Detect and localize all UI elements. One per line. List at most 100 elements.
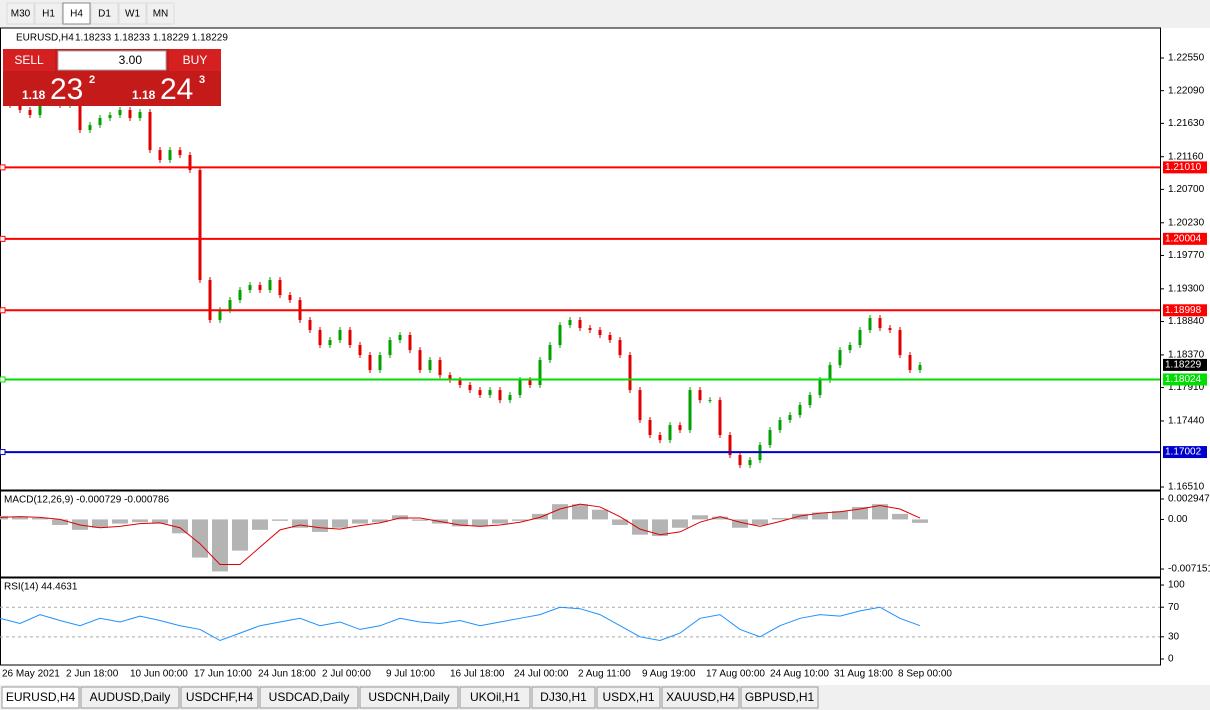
signal-line [0,503,921,566]
tab[interactable] [180,686,259,709]
macd-bar [752,519,768,525]
macd-bar [112,519,128,524]
tab-label: GBPUSD,H1 [745,690,815,704]
level-handle[interactable] [0,307,6,314]
level-label-bg [1163,304,1207,317]
macd-bar [892,513,908,520]
sell-button[interactable] [3,49,55,71]
candle [538,360,542,386]
candle [158,150,162,160]
candle [448,375,452,381]
lot-input[interactable] [57,50,167,71]
timeframe-button[interactable] [6,2,35,25]
candle [848,345,852,351]
candle [168,150,172,160]
candle [478,390,482,396]
level-label-bg [1163,161,1207,174]
candle [708,400,712,402]
candle [918,365,922,371]
candle [238,290,242,301]
tab-label: USDCAD,Daily [269,690,350,704]
x-tick-label: 17 Jun 10:00 [194,669,252,680]
tab[interactable] [1,686,80,709]
candle [618,340,622,356]
y-tick-label: 1.21630 [1168,118,1205,129]
tab[interactable] [531,686,596,709]
y-tick-label: 1.20230 [1168,217,1205,228]
candle [88,125,92,131]
candle [398,335,402,341]
pane-border [0,577,1161,666]
macd-bar [492,519,508,524]
tab[interactable] [740,686,819,709]
y-tick-label: 1.19770 [1168,250,1205,261]
timeframe-button[interactable] [118,2,147,25]
candle [868,318,872,331]
macd-bar [172,519,188,534]
candle [108,115,112,119]
buy-label: BUY [183,53,208,67]
candle [438,360,442,376]
candle [878,318,882,329]
y-tick-label: 1.18370 [1168,350,1205,361]
candle [408,335,412,351]
candle [458,380,462,386]
buy-button[interactable] [169,49,221,71]
tab[interactable] [359,686,459,709]
y-tick-label: -0.007151 [1168,564,1210,575]
candle [368,355,372,371]
level-handle[interactable] [0,235,6,242]
candle [768,430,772,446]
candle [378,355,382,371]
macd-bar [212,519,228,572]
level-handle[interactable] [0,449,6,456]
chart-area [0,28,1210,685]
pane-border [0,27,1161,491]
timeframe-button[interactable] [90,2,119,25]
x-tick-label: 17 Aug 00:00 [706,669,765,680]
macd-bar [452,519,468,527]
macd-bar [532,513,548,520]
y-tick-label: 0.00 [1168,514,1188,525]
y-tick-label: 1.19300 [1168,283,1205,294]
level-handle[interactable] [0,164,6,171]
level-handle[interactable] [0,376,6,383]
macd-bar [672,519,688,528]
candle [578,320,582,329]
tab-label: USDCHF,H4 [186,690,254,704]
candle [198,170,202,281]
macd-bar [832,511,848,520]
candle [658,435,662,441]
timeframe-button[interactable] [146,2,175,25]
candle [528,380,532,386]
candle [218,310,222,321]
y-tick-label: 1.17910 [1168,382,1205,393]
timeframe-button[interactable] [34,2,63,25]
candle [598,330,602,336]
candle [648,420,652,436]
candle [178,150,182,156]
tab[interactable] [596,686,661,709]
macd-bar [632,519,648,535]
y-tick-label: 1.20700 [1168,184,1205,195]
rsi-title: RSI(14) 44.4631 [4,582,78,593]
timeframe-label: W1 [125,9,140,20]
level-label-bg [1163,232,1207,245]
tab[interactable] [661,686,740,709]
sell-label: SELL [14,53,44,67]
level-label: 1.17002 [1165,447,1202,458]
y-tick-label: 100 [1168,580,1185,591]
candle [188,155,192,171]
timeframe-label: H1 [42,9,55,20]
candle [748,460,752,466]
candle [568,320,572,326]
tab[interactable] [259,686,359,709]
tab[interactable] [459,686,531,709]
x-tick-label: 9 Jul 10:00 [386,669,435,680]
timeframe-button[interactable] [62,2,91,25]
y-tick-label: 1.18840 [1168,316,1205,327]
tab[interactable] [80,686,180,709]
macd-bar [572,504,588,520]
y-tick-label: 0 [1168,654,1174,665]
